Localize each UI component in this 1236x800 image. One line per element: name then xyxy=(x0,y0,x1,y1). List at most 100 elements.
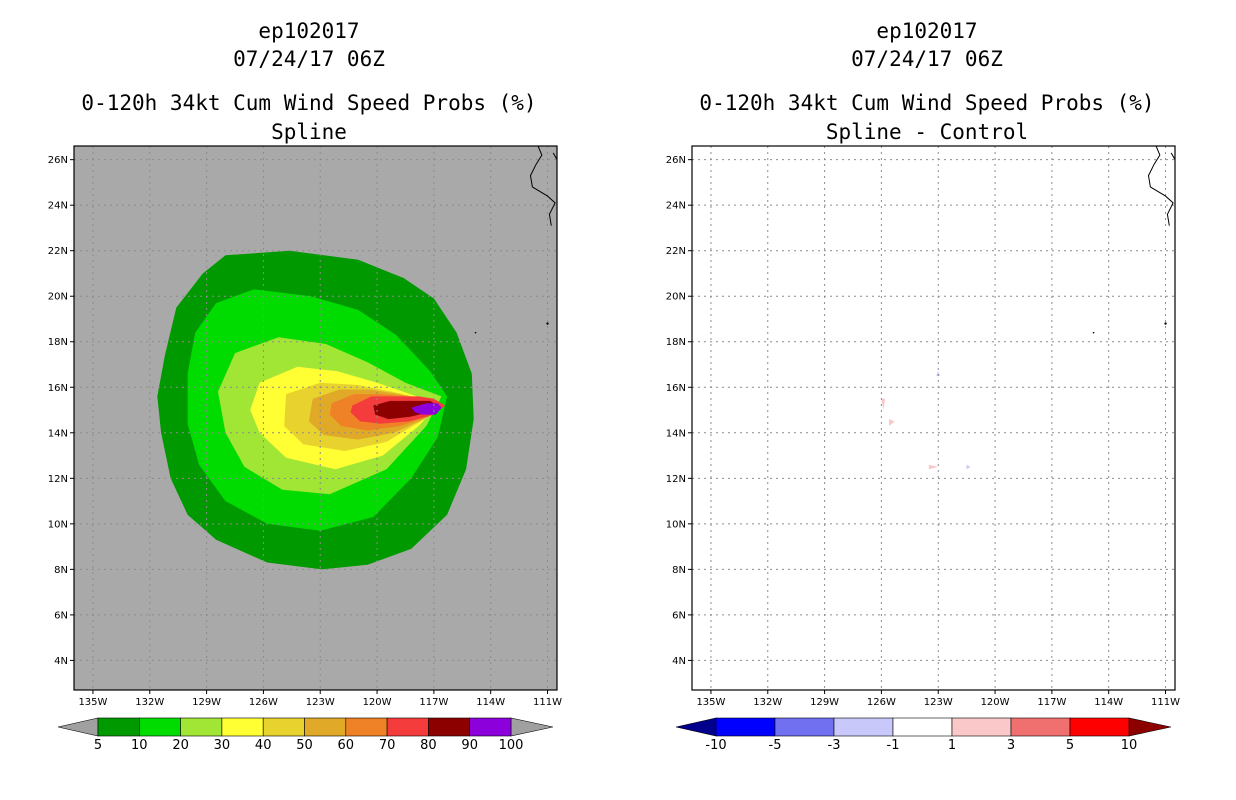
x-tick-label: 117W xyxy=(419,697,448,708)
colorbar-label: 10 xyxy=(1121,738,1138,753)
colorbar-label: 70 xyxy=(379,738,396,753)
x-tick-label: 129W xyxy=(192,697,221,708)
right-storm-id: ep102017 xyxy=(876,19,978,43)
y-tick-label: 18N xyxy=(48,337,68,348)
x-tick-label: 123W xyxy=(924,697,953,708)
x-tick-label: 114W xyxy=(476,697,505,708)
island-marker xyxy=(546,322,549,325)
y-tick-label: 12N xyxy=(666,474,686,485)
right-product-title: 0-120h 34kt Cum Wind Speed Probs (%) xyxy=(699,91,1155,115)
colorbar-swatch xyxy=(97,717,140,737)
x-tick-label: 111W xyxy=(1151,697,1180,708)
colorbar-swatch xyxy=(715,717,776,737)
y-tick-label: 14N xyxy=(666,428,686,439)
colorbar-label: 80 xyxy=(420,738,437,753)
colorbar-swatch xyxy=(774,717,835,737)
colorbar-label: -10 xyxy=(705,738,726,753)
colorbar-label: 50 xyxy=(296,738,313,753)
colorbar-label: 60 xyxy=(338,738,355,753)
island-marker xyxy=(1092,331,1095,334)
contour-neg1-region xyxy=(966,464,971,470)
y-tick-label: 20N xyxy=(48,292,68,303)
island-marker xyxy=(1164,322,1167,325)
x-tick-label: 117W xyxy=(1037,697,1066,708)
colorbar-label: -3 xyxy=(828,738,841,753)
y-tick-label: 16N xyxy=(666,383,686,394)
colorbar-left-arrow xyxy=(57,717,99,737)
coastline xyxy=(529,146,556,226)
y-tick-label: 24N xyxy=(666,201,686,212)
contour-1-region xyxy=(889,419,895,426)
colorbar-label: 5 xyxy=(94,738,102,753)
y-tick-label: 22N xyxy=(48,246,68,257)
colorbar-swatch xyxy=(262,717,305,737)
y-tick-label: 10N xyxy=(666,519,686,530)
colorbar-label: -5 xyxy=(769,738,782,753)
left-product-title: 0-120h 34kt Cum Wind Speed Probs (%) xyxy=(81,91,537,115)
y-tick-label: 26N xyxy=(666,155,686,166)
colorbar-right-arrow xyxy=(510,717,554,737)
y-tick-label: 6N xyxy=(672,610,686,621)
colorbar-label: 90 xyxy=(461,738,478,753)
y-tick-label: 18N xyxy=(666,337,686,348)
colorbar-swatch xyxy=(180,717,223,737)
y-tick-label: 16N xyxy=(48,383,68,394)
island-marker xyxy=(474,331,477,334)
left-datetime: 07/24/17 06Z xyxy=(233,47,385,71)
colorbar-label: 3 xyxy=(1007,738,1015,753)
y-tick-label: 22N xyxy=(666,246,686,257)
colorbar-swatch xyxy=(833,717,894,737)
colorbar-swatch xyxy=(139,717,181,737)
contour-neg1-region xyxy=(936,371,941,376)
colorbar-swatch xyxy=(951,717,1012,737)
colorbar-label: 20 xyxy=(172,738,189,753)
x-tick-label: 132W xyxy=(135,697,164,708)
y-tick-label: 4N xyxy=(672,656,686,667)
contour-1-region xyxy=(928,464,939,470)
y-tick-label: 24N xyxy=(48,201,68,212)
left-subtitle: Spline xyxy=(271,120,347,144)
y-tick-label: 8N xyxy=(672,565,686,576)
x-tick-label: 123W xyxy=(306,697,335,708)
colorbar-label: 40 xyxy=(255,738,272,753)
y-tick-label: 6N xyxy=(54,610,68,621)
colorbar-label: 10 xyxy=(131,738,148,753)
colorbar-swatch xyxy=(1069,717,1130,737)
coastline xyxy=(1170,152,1175,160)
y-tick-label: 10N xyxy=(48,519,68,530)
colorbar-label: 5 xyxy=(1066,738,1074,753)
x-tick-label: 120W xyxy=(363,697,392,708)
x-tick-label: 126W xyxy=(867,697,896,708)
map-background xyxy=(692,146,1175,690)
x-tick-label: 120W xyxy=(981,697,1010,708)
colorbar-swatch xyxy=(428,717,470,737)
colorbar-swatch xyxy=(345,717,388,737)
colorbar-label: 100 xyxy=(499,738,524,753)
contour-1-region xyxy=(881,398,886,410)
x-tick-label: 114W xyxy=(1094,697,1123,708)
y-tick-label: 4N xyxy=(54,656,68,667)
right-datetime: 07/24/17 06Z xyxy=(851,47,1003,71)
x-tick-label: 132W xyxy=(753,697,782,708)
map-frame xyxy=(691,145,1176,691)
y-tick-label: 20N xyxy=(666,292,686,303)
colorbar-label: -1 xyxy=(887,738,900,753)
y-tick-label: 14N xyxy=(48,428,68,439)
colorbar-swatch xyxy=(304,717,347,737)
colorbar-label: 30 xyxy=(214,738,231,753)
x-tick-label: 129W xyxy=(810,697,839,708)
y-tick-label: 26N xyxy=(48,155,68,166)
colorbar-label: 1 xyxy=(948,738,956,753)
coastline xyxy=(552,152,557,160)
x-tick-label: 126W xyxy=(249,697,278,708)
colorbar-left-arrow xyxy=(675,717,717,737)
colorbar-right-arrow xyxy=(1128,717,1172,737)
difference-map: 135W 132W 129W 126W 123W 120W 117W 114W 111W 4N 6N… xyxy=(666,145,1180,753)
colorbar-swatch xyxy=(386,717,429,737)
colorbar-swatch xyxy=(469,717,512,737)
colorbar-swatch xyxy=(892,717,953,737)
x-tick-label: 111W xyxy=(533,697,562,708)
map-frame xyxy=(73,145,558,691)
left-storm-id: ep102017 xyxy=(258,19,360,43)
spline-probability-map: 135W 132W 129W 126W 123W 120W 117W 114W 111W 4N 6N… xyxy=(48,145,562,753)
